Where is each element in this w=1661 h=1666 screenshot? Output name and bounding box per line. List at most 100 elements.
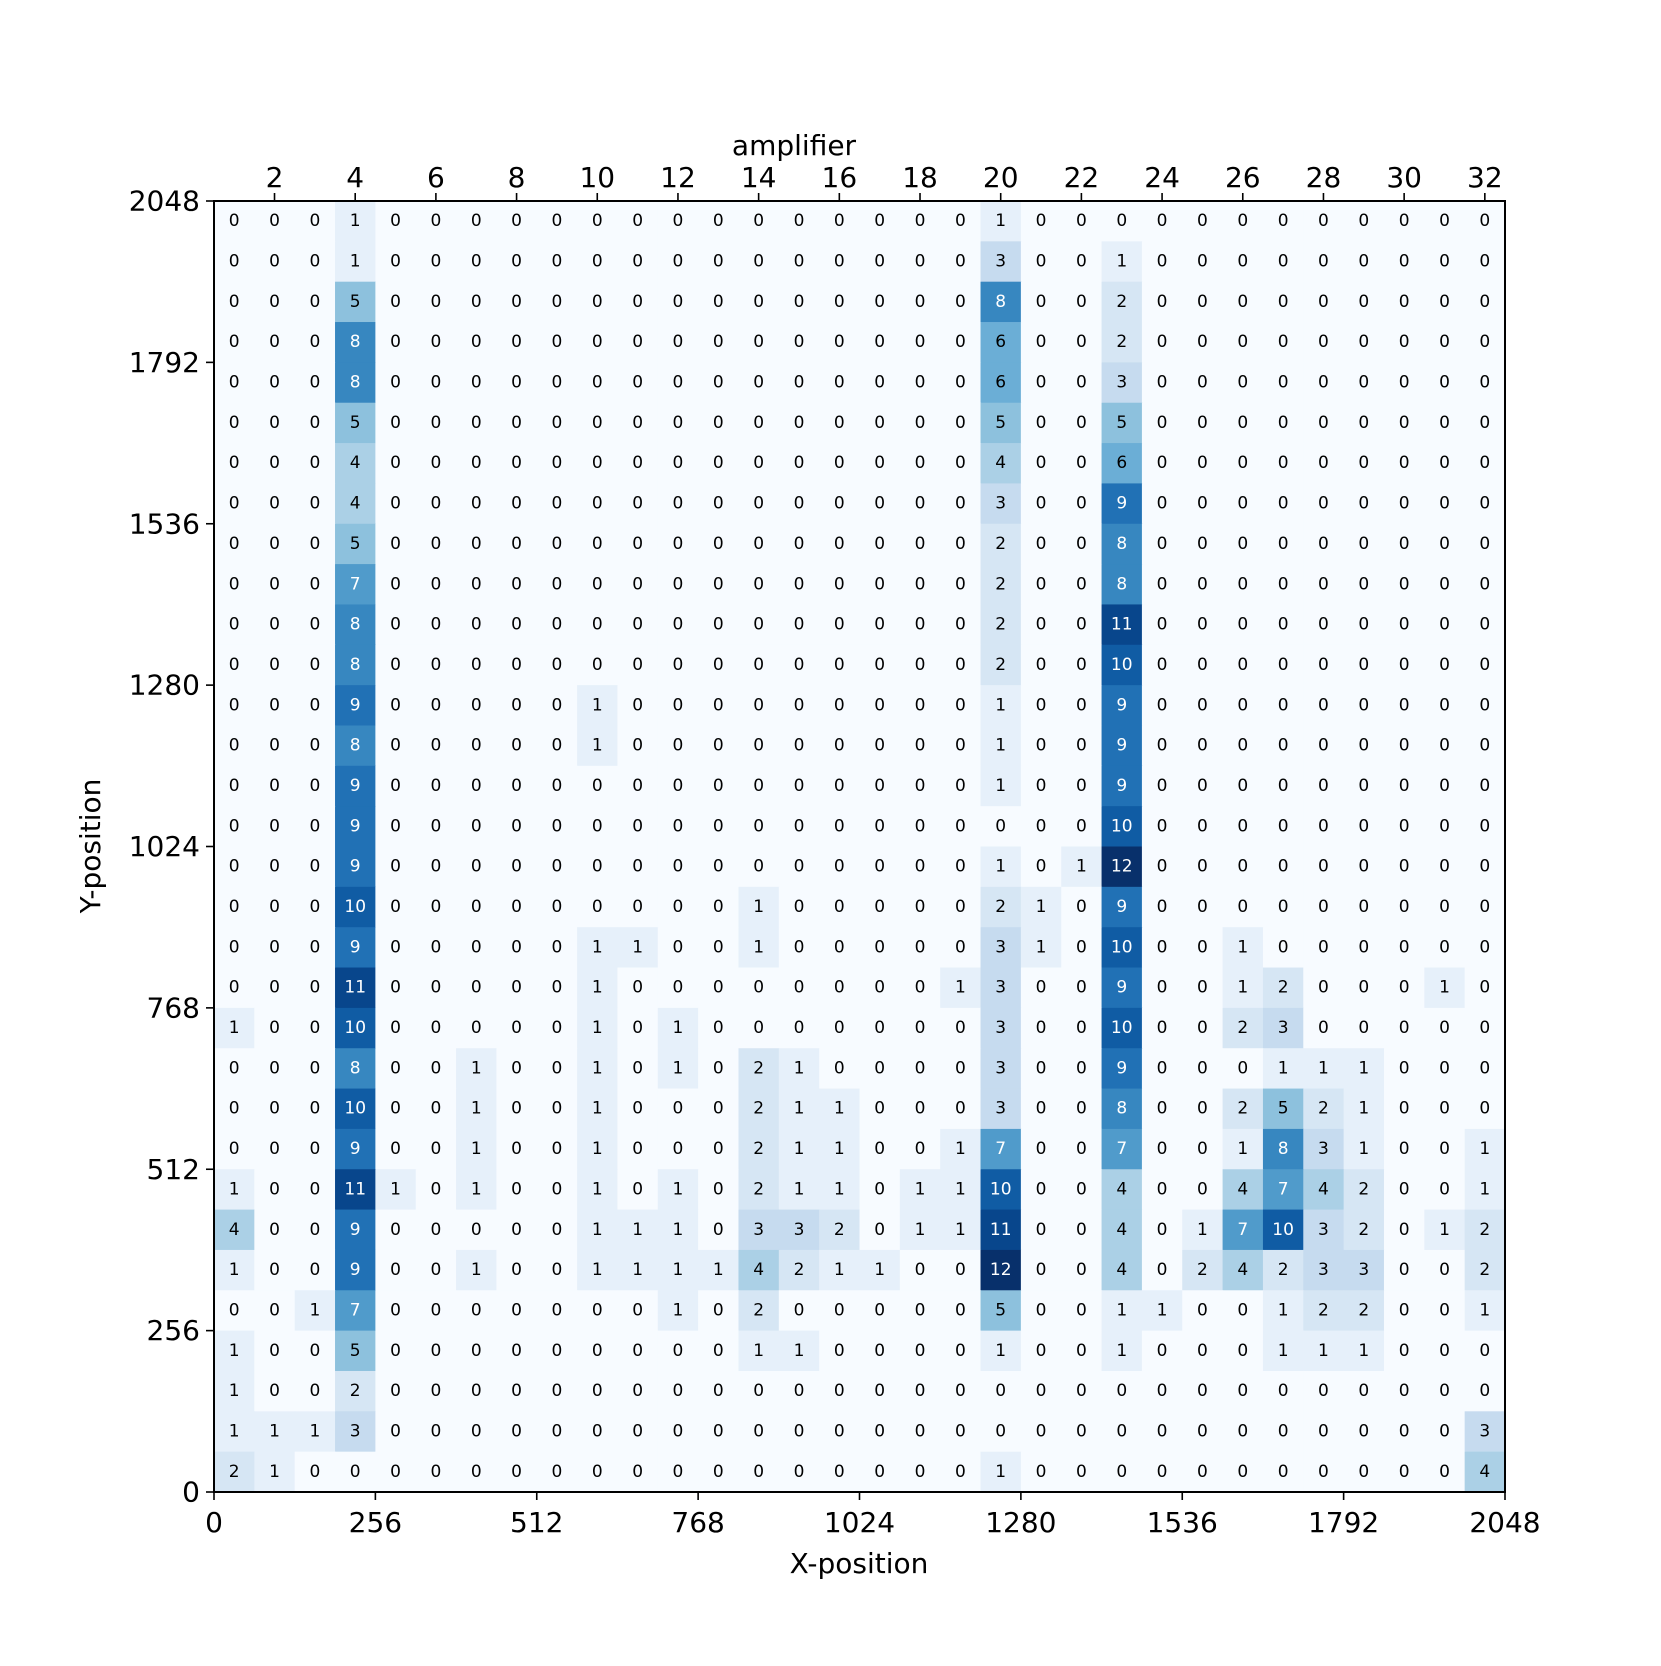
cell-value-label: 9 <box>350 695 361 715</box>
heatmap-cell <box>738 967 780 1009</box>
cell-value-label: 0 <box>269 736 280 756</box>
cell-value-label: 0 <box>1036 1018 1047 1038</box>
cell-value-label: 0 <box>632 413 643 433</box>
heatmap-cell <box>456 725 497 767</box>
cell-value-label: 0 <box>915 655 926 675</box>
heatmap-cell <box>819 1290 861 1332</box>
heatmap-cell <box>738 685 780 727</box>
heatmap-cell <box>698 281 740 323</box>
cell-value-label: 0 <box>430 816 441 836</box>
heatmap-cell <box>496 806 538 848</box>
heatmap-cell <box>698 1128 740 1170</box>
cell-value-label: 0 <box>753 816 764 836</box>
cell-value-label: 0 <box>229 816 240 836</box>
heatmap-cell <box>859 1330 901 1372</box>
heatmap-cell <box>899 322 941 363</box>
cell-value-label: 0 <box>592 574 603 594</box>
cell-value-label: 1 <box>1157 1300 1168 1320</box>
cell-value-label: 0 <box>915 1381 926 1401</box>
heatmap-cell <box>456 604 497 646</box>
top-tick-label: 30 <box>1386 161 1422 194</box>
heatmap-cell <box>899 765 941 807</box>
cell-value-label: 0 <box>915 1058 926 1078</box>
heatmap-cell <box>1424 483 1466 525</box>
cell-value-label: 0 <box>1439 211 1450 231</box>
top-tick-label: 18 <box>902 161 938 194</box>
cell-value-label: 7 <box>350 574 361 594</box>
cell-value-label: 0 <box>713 1462 724 1482</box>
heatmap-cell <box>335 1290 376 1332</box>
heatmap-cell <box>698 1451 740 1493</box>
heatmap-cell <box>980 806 1022 848</box>
top-tick-label: 22 <box>1064 161 1100 194</box>
heatmap-cell <box>294 402 336 444</box>
cell-value-label: 0 <box>1278 1421 1289 1441</box>
heatmap-cell <box>1464 362 1506 404</box>
cell-value-label: 0 <box>390 252 401 272</box>
heatmap-cell <box>1061 1209 1103 1251</box>
cell-value-label: 0 <box>1318 574 1329 594</box>
heatmap-cell <box>375 1249 417 1291</box>
heatmap-cell <box>335 1048 376 1090</box>
heatmap-cell <box>456 765 497 807</box>
cell-value-label: 1 <box>471 1179 482 1199</box>
cell-value-label: 0 <box>834 574 845 594</box>
heatmap-cell <box>738 281 780 323</box>
cell-value-label: 0 <box>1479 211 1490 231</box>
heatmap-cell <box>254 1007 296 1049</box>
heatmap-cell <box>738 1128 780 1170</box>
cell-value-label: 9 <box>1116 1058 1127 1078</box>
cell-value-label: 2 <box>1318 1099 1329 1119</box>
heatmap-cell <box>375 1370 417 1412</box>
heatmap-cell <box>617 1451 659 1493</box>
heatmap-cell <box>1343 604 1385 646</box>
heatmap-cell <box>1222 927 1264 969</box>
heatmap-cell <box>698 322 740 363</box>
heatmap-cell <box>1464 564 1506 606</box>
cell-value-label: 1 <box>915 1220 926 1240</box>
cell-value-label: 0 <box>632 816 643 836</box>
cell-value-label: 1 <box>995 736 1006 756</box>
heatmap-cell <box>294 201 336 242</box>
cell-value-label: 0 <box>1358 1381 1369 1401</box>
heatmap-cell <box>859 725 901 767</box>
cell-value-label: 9 <box>350 857 361 877</box>
heatmap-cell <box>375 1169 417 1211</box>
cell-value-label: 0 <box>471 534 482 554</box>
cell-value-label: 0 <box>269 1341 280 1361</box>
heatmap-cell <box>577 725 619 767</box>
cell-value-label: 0 <box>511 494 522 514</box>
cell-value-label: 0 <box>430 1462 441 1482</box>
cell-value-label: 0 <box>1036 857 1047 877</box>
cell-value-label: 0 <box>915 211 926 231</box>
heatmap-cell <box>980 241 1022 283</box>
cell-value-label: 2 <box>995 615 1006 635</box>
cell-value-label: 0 <box>915 816 926 836</box>
heatmap-cell <box>335 1451 376 1493</box>
heatmap-cell <box>496 443 538 484</box>
cell-value-label: 0 <box>673 655 684 675</box>
cell-value-label: 0 <box>1197 978 1208 998</box>
cell-value-label: 0 <box>955 655 966 675</box>
heatmap-cell <box>940 1370 982 1412</box>
cell-value-label: 0 <box>309 655 320 675</box>
cell-value-label: 0 <box>269 534 280 554</box>
cell-value-label: 1 <box>955 1139 966 1159</box>
cell-value-label: 0 <box>1399 857 1410 877</box>
cell-value-label: 0 <box>1358 695 1369 715</box>
top-tick-label: 26 <box>1225 161 1261 194</box>
heatmap-cell <box>899 483 941 525</box>
cell-value-label: 0 <box>713 1341 724 1361</box>
heatmap-cell <box>940 241 982 283</box>
heatmap-cell <box>940 725 982 767</box>
heatmap-cell <box>617 1330 659 1372</box>
cell-value-label: 2 <box>229 1462 240 1482</box>
heatmap-cell <box>940 1088 982 1130</box>
cell-value-label: 0 <box>511 252 522 272</box>
cell-value-label: 0 <box>955 373 966 393</box>
cell-value-label: 0 <box>1399 1300 1410 1320</box>
heatmap-cell <box>698 765 740 807</box>
cell-value-label: 0 <box>1479 292 1490 312</box>
heatmap-cell <box>415 644 457 686</box>
cell-value-label: 0 <box>1197 1179 1208 1199</box>
